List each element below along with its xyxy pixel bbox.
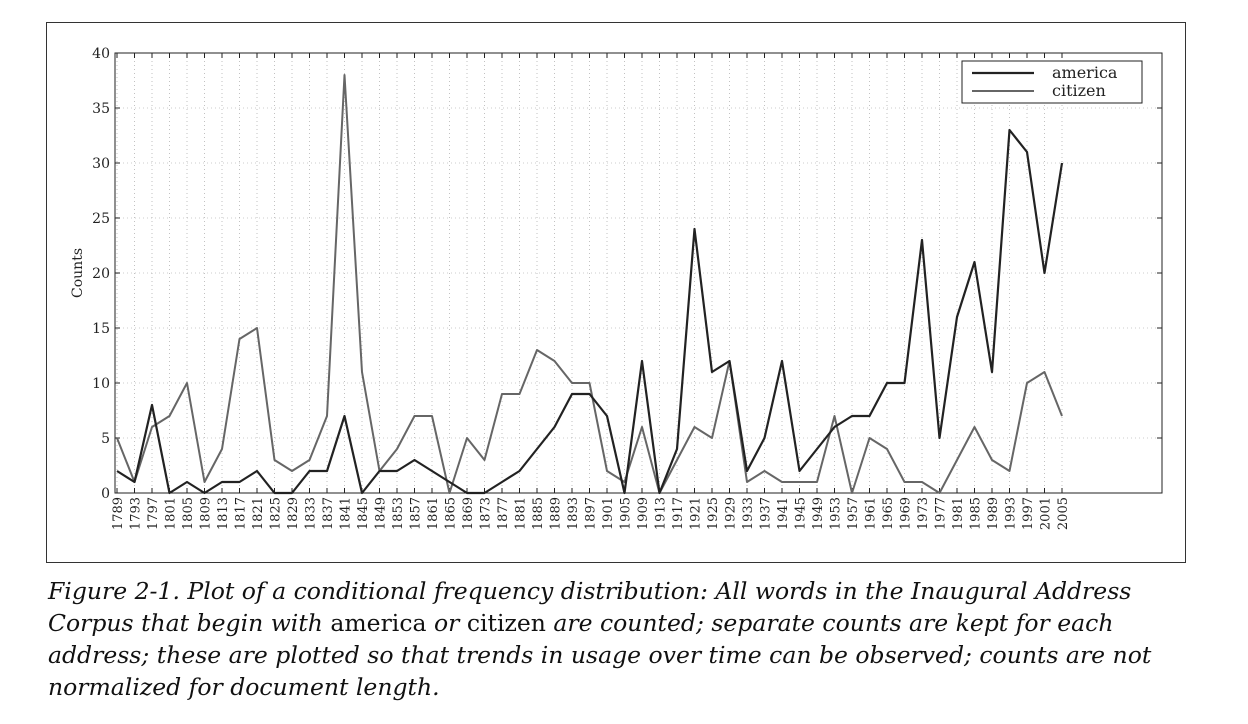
x-tick-label: 1865 [444,497,459,530]
x-tick-label: 1993 [1004,497,1019,530]
x-tick-label: 1857 [409,497,424,530]
x-tick-label: 1917 [671,497,686,530]
x-tick-label: 1801 [164,497,179,530]
y-tick-label: 40 [92,46,110,62]
x-tick-label: 1841 [339,497,354,530]
caption-connector: or [426,609,467,637]
y-tick-label: 10 [92,376,110,392]
x-tick-label: 1965 [881,497,896,530]
y-tick-label: 5 [101,431,110,447]
x-tick-label: 1833 [304,497,319,530]
caption-suffix: are counted; separate counts are kept fo… [48,609,1152,701]
x-tick-label: 1837 [321,497,336,530]
x-tick-label: 1997 [1021,497,1036,530]
x-tick-label: 1877 [496,497,511,530]
x-tick-label: 1853 [391,497,406,530]
x-tick-label: 1913 [654,497,669,530]
x-tick-label: 1897 [584,497,599,530]
x-tick-label: 1937 [759,497,774,530]
grid [115,52,1162,494]
y-tick-label: 20 [92,266,110,282]
x-tick-label: 1885 [531,497,546,530]
caption-word-citizen: citizen [466,609,546,637]
x-tick-label: 1793 [129,497,144,530]
x-tick-label: 1957 [846,497,861,530]
x-tick-label: 1953 [829,497,844,530]
x-tick-label: 1905 [619,497,634,530]
x-tick-label: 1981 [951,497,966,530]
x-tick-label: 1949 [811,497,826,530]
x-tick-label: 1829 [286,497,301,530]
x-tick-label: 1941 [776,497,791,530]
x-tick-label: 1789 [111,497,126,530]
caption-prefix: Figure 2-1. Plot of a conditional freque… [48,577,1132,637]
legend-label-citizen: citizen [1052,81,1106,100]
line-chart: 0 5 10 15 20 25 30 35 40 1789 1793 1797 1801 1805 1809… [70,46,1163,530]
x-tick-label: 1809 [199,497,214,530]
legend-label-america: america [1052,63,1118,82]
x-tick-label: 1969 [899,497,914,530]
y-tick-label: 15 [92,321,110,337]
plot-area-border [114,52,1163,494]
figure-frame: 0 5 10 15 20 25 30 35 40 1789 1793 1797 1801 1805 1809… [46,22,1186,563]
x-tick-label: 1873 [479,497,494,530]
x-tick-label: 1821 [251,497,266,530]
x-tick-label: 1961 [864,497,879,530]
x-tick-label: 1985 [969,497,984,530]
x-tick-label: 1925 [706,497,721,530]
x-tick-label: 1805 [181,497,196,530]
x-tick-label: 1817 [234,497,249,530]
x-tick-label: 1849 [374,497,389,530]
x-tick-label: 1893 [566,497,581,530]
x-tick-label: 1901 [601,497,616,530]
x-tick-label: 2005 [1056,497,1071,530]
x-tick-label: 1881 [514,497,529,530]
y-tick-label: 35 [92,101,110,117]
figure-caption: Figure 2-1. Plot of a conditional freque… [48,575,1198,703]
x-tick-label: 1989 [986,497,1001,530]
x-tick-label: 1973 [916,497,931,530]
x-tick-label: 1825 [269,497,284,530]
x-tick-label: 1929 [724,497,739,530]
series-line-citizen [116,74,1063,494]
legend-box [961,60,1143,104]
x-tick-label: 1933 [741,497,756,530]
x-tick-label: 2001 [1039,497,1054,530]
axes: 0 5 10 15 20 25 30 35 40 1789 1793 1797 1801 1805 1809… [92,46,1163,530]
y-tick-label: 0 [101,486,110,502]
x-tick-label: 1869 [461,497,476,530]
x-tick-label: 1889 [549,497,564,530]
y-tick-label: 25 [92,211,110,227]
x-tick-label: 1909 [636,497,651,530]
y-axis-label: Counts [70,248,86,298]
x-tick-label: 1977 [934,497,949,530]
x-tick-label: 1813 [216,497,231,530]
caption-word-america: america [330,609,427,637]
series-lines [116,74,1064,495]
x-tick-label: 1797 [146,497,161,530]
series-line-america [116,128,1064,495]
y-tick-label: 30 [92,156,110,172]
x-tick-label: 1945 [794,497,809,530]
x-tick-label: 1861 [426,497,441,530]
x-tick-label: 1921 [689,497,704,530]
x-tick-label: 1845 [356,497,371,530]
